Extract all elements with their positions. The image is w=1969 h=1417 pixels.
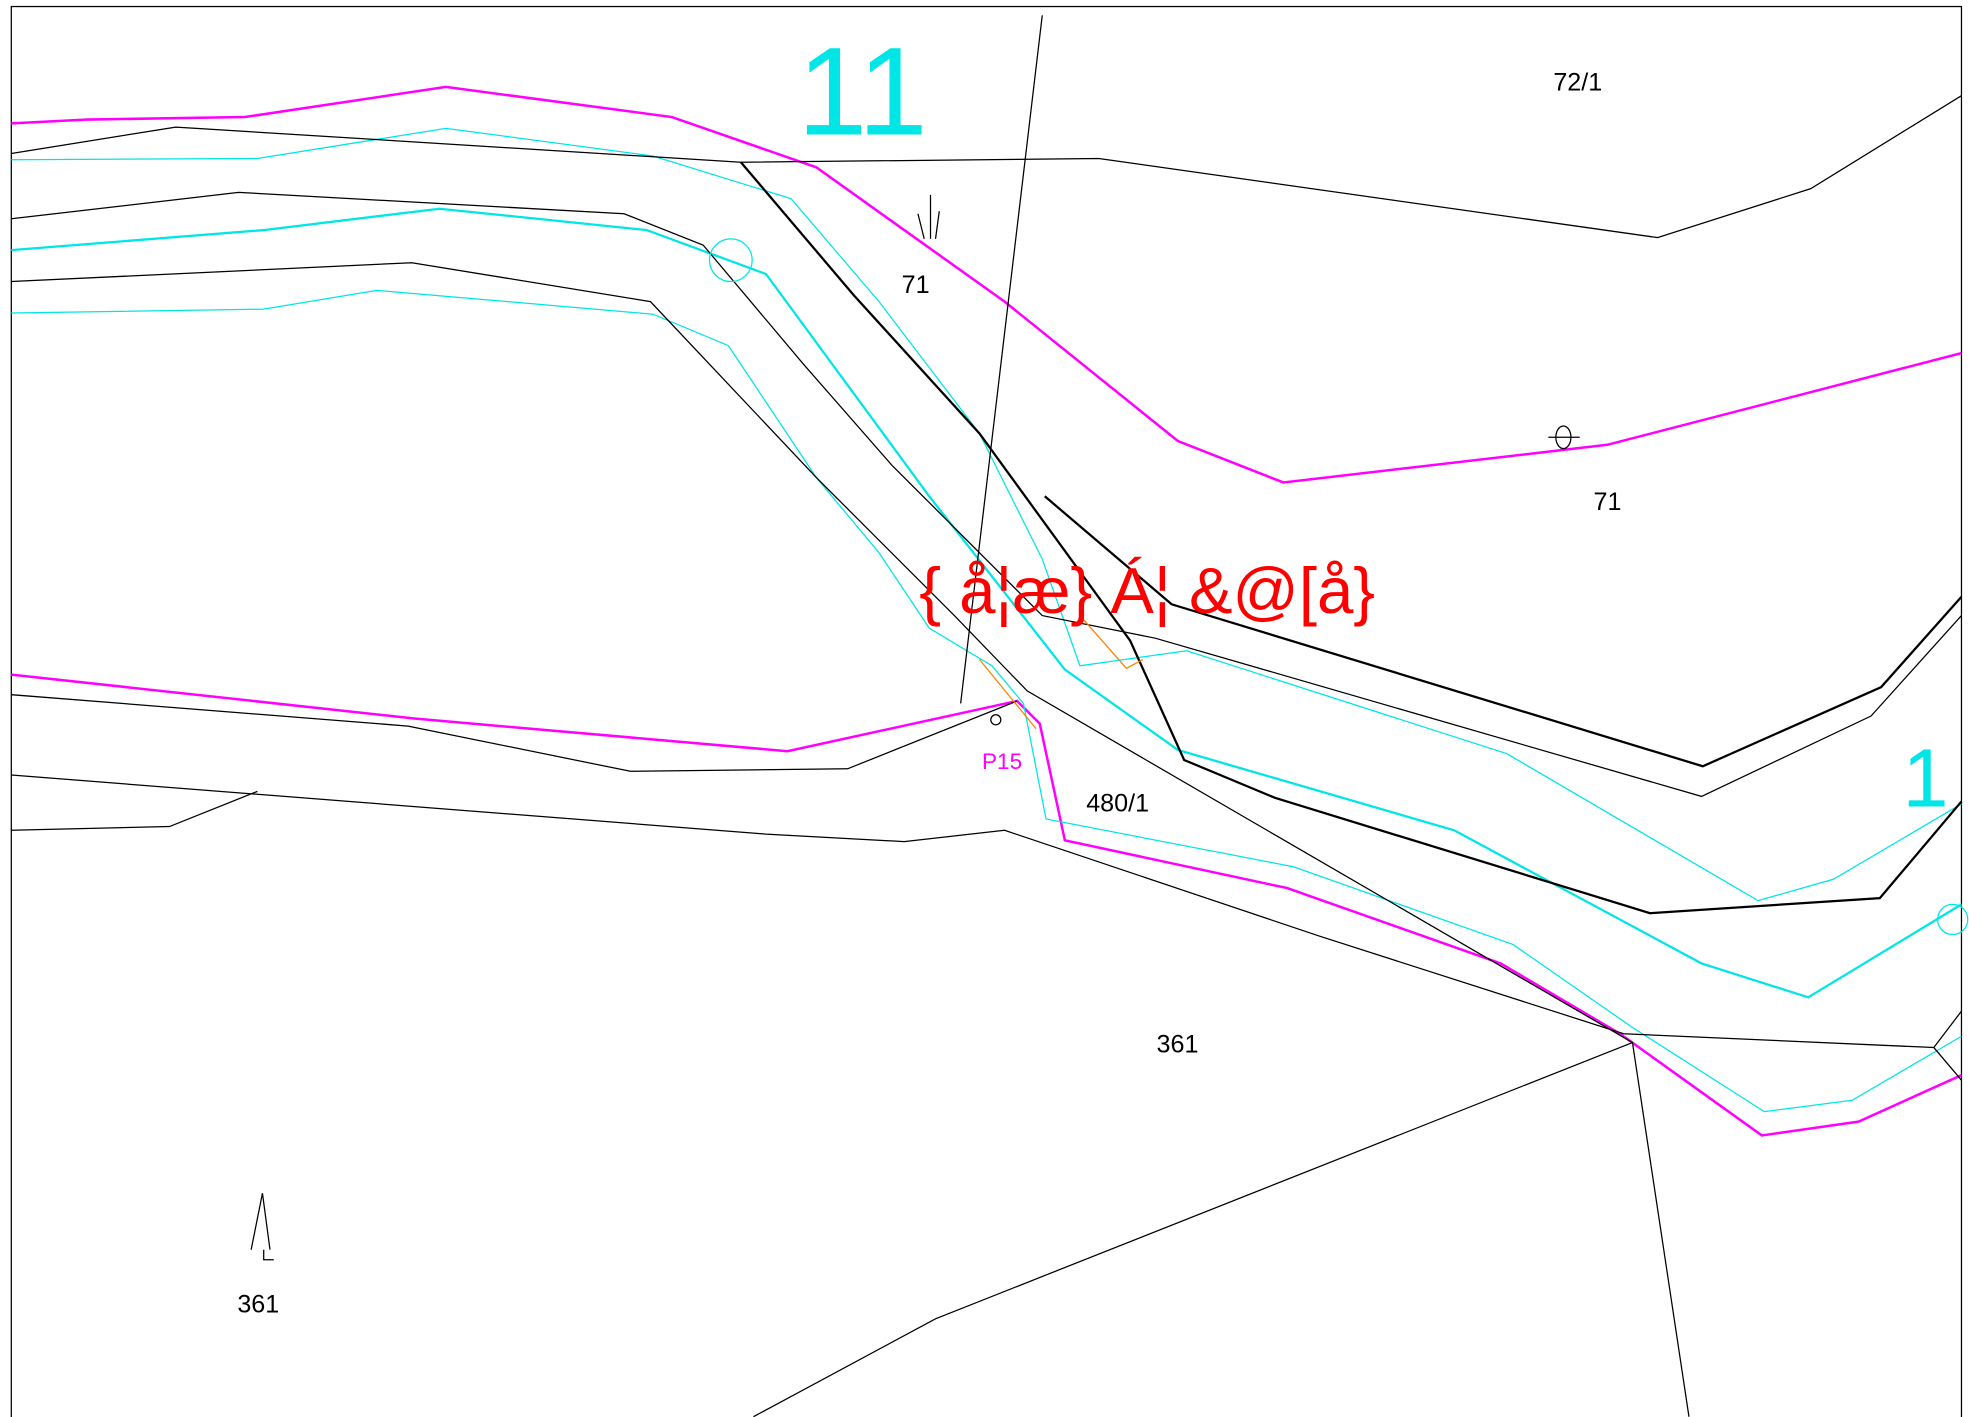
frame (10, 5, 1963, 1417)
parcel-label: 361 (1157, 1031, 1199, 1059)
parcel-line (11, 262, 1690, 1417)
parcel-label: 71 (1594, 488, 1622, 516)
parcel-line (11, 694, 1018, 772)
boundary-line (11, 85, 1962, 484)
boundary-line (11, 673, 1962, 1137)
fence-line (978, 659, 1037, 729)
lines (11, 15, 1963, 1417)
parcel-label: 71 (902, 271, 930, 299)
parcel-label: 361 (237, 1291, 279, 1319)
parcel-line (1933, 1010, 1962, 1048)
parcel-label: 480/1 (1086, 789, 1149, 817)
road-edge (11, 127, 1962, 902)
grass-symbol (934, 211, 940, 239)
fence-line (1079, 615, 1144, 670)
street-name: { å¦æ} Á¦ &@[å} (919, 554, 1375, 627)
symbols (250, 194, 1969, 1261)
parcel-label: 72/1 (1553, 69, 1602, 97)
sheet-number: 11 (797, 21, 927, 162)
tree-symbol (263, 1249, 274, 1261)
parcel-line (753, 1041, 1633, 1417)
parcel-line (11, 790, 258, 831)
point-symbol (990, 714, 1002, 726)
labels: 11 1 72/1 71 71 480/1 361 361 P15 { å¦æ}… (237, 21, 1948, 1319)
parcel-line (11, 774, 1962, 1081)
parcel-line (960, 15, 1043, 704)
circle-symbol (708, 238, 753, 283)
parcel-line (11, 191, 1962, 798)
road-line (11, 207, 1963, 999)
road-edge (11, 289, 1962, 1113)
sheet-number: 1 (1902, 731, 1948, 824)
tree-symbol (250, 1193, 271, 1250)
grass-symbol (917, 213, 925, 240)
parcel-line (1044, 495, 1963, 768)
parcel-line (740, 161, 1963, 915)
parcel-line (11, 95, 1962, 239)
circle-symbol (1936, 903, 1969, 936)
point-label: P15 (982, 749, 1022, 774)
point-dot (995, 719, 998, 722)
